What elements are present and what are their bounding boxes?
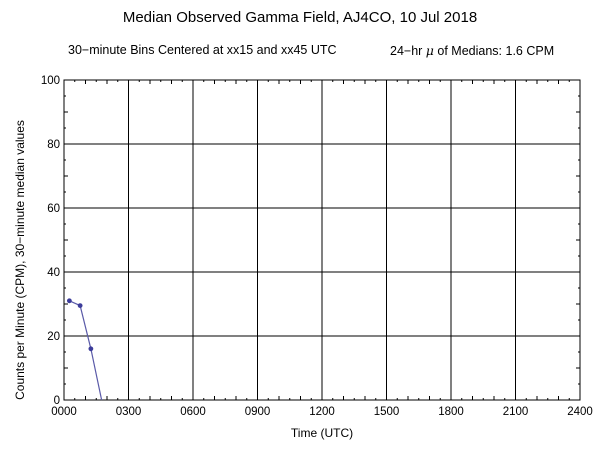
chart-subtitle-mean: 24−hr μ of Medians: 1.6 CPM (390, 43, 554, 58)
x-tick-label: 1800 (438, 406, 464, 418)
series-line (69, 300, 103, 401)
x-tick-label: 0600 (180, 406, 206, 418)
grid-layer (64, 80, 580, 400)
data-point (88, 346, 94, 352)
x-tick-label: 2400 (567, 406, 593, 418)
x-tick-label: 1500 (374, 406, 400, 418)
y-tick-label: 60 (47, 203, 60, 215)
ticks-layer (63, 79, 581, 401)
chart-subtitle-bins: 30−minute Bins Centered at xx15 and xx45… (68, 43, 337, 57)
y-tick-label: 20 (47, 331, 60, 343)
series-layer (66, 298, 103, 401)
y-tick-label: 0 (54, 395, 60, 407)
x-axis-title: Time (UTC) (291, 426, 353, 440)
y-axis-title: Counts per Minute (CPM), 30−minute media… (13, 120, 27, 400)
data-point (66, 298, 72, 304)
subtitle-mean-symbol: μ (425, 43, 434, 58)
chart-title: Median Observed Gamma Field, AJ4CO, 10 J… (122, 9, 478, 26)
subtitle-mean-suffix: of Medians: 1.6 CPM (433, 44, 555, 58)
x-tick-label: 2100 (503, 406, 529, 418)
x-tick-label: 0000 (51, 406, 77, 418)
y-tick-label: 80 (47, 139, 60, 151)
y-tick-label: 40 (47, 267, 60, 279)
x-tick-label: 0300 (116, 406, 142, 418)
data-point (77, 303, 83, 308)
y-tick-label: 100 (41, 75, 60, 87)
x-tick-label: 0900 (245, 406, 271, 418)
x-tick-label: 1200 (309, 406, 335, 418)
tick-labels-layer: 0000 0300 0600 0900 1200 1500 1800 2100 2400 0 20 4… (41, 75, 593, 418)
subtitle-mean-prefix: 24−hr (390, 44, 426, 58)
